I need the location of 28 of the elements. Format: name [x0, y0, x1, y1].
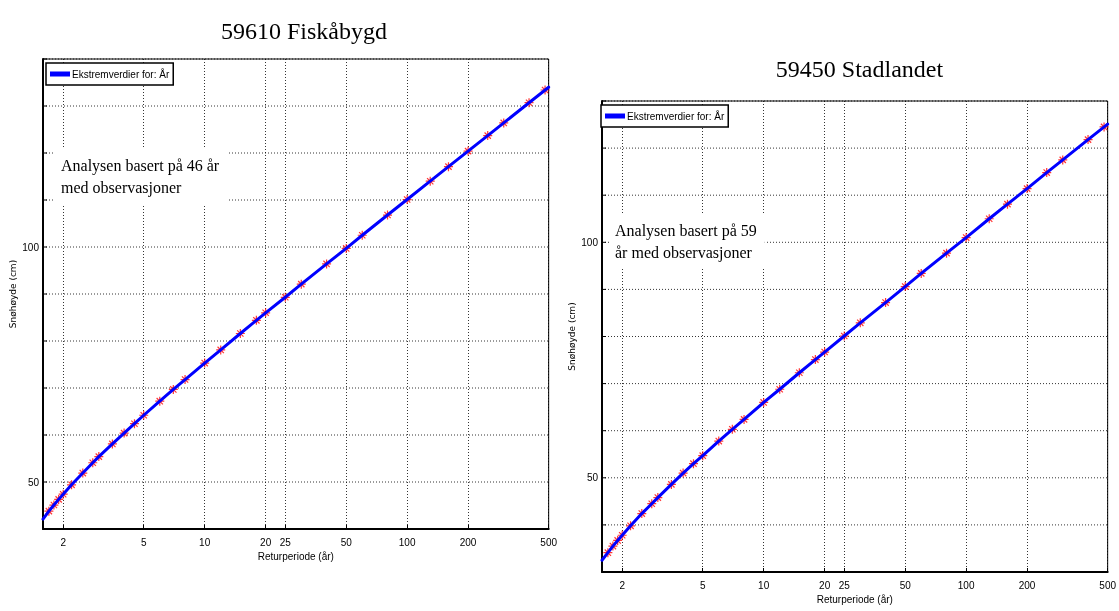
- annotation: Analysen basert på 59 år med observasjoner: [615, 221, 757, 262]
- x-tick-label: 500: [1099, 579, 1117, 591]
- x-tick-label: 50: [899, 579, 912, 591]
- legend-label: Ekstremverdier for: År: [72, 67, 170, 80]
- x-tick-label: 20: [819, 579, 831, 591]
- x-tick-label: 2: [60, 536, 67, 548]
- x-tick-label: 500: [540, 536, 558, 548]
- legend-label: Ekstremverdier for: År: [627, 109, 725, 122]
- x-tick-label: 200: [1018, 579, 1036, 591]
- x-tick-label: 2: [619, 579, 626, 591]
- chart-title: 59610 Fiskåbygd: [220, 18, 388, 44]
- x-tick-label: 50: [340, 536, 353, 548]
- x-tick-label: 5: [140, 536, 147, 548]
- x-tick-label: 100: [957, 579, 975, 591]
- x-axis-title: Returperiode (år): [816, 594, 893, 606]
- x-tick-label: 10: [758, 579, 770, 591]
- x-tick-label: 25: [279, 536, 292, 548]
- x-tick-label: 25: [838, 579, 851, 591]
- y-axis-title: Snøhøyde (cm): [566, 302, 577, 371]
- x-tick-label: 20: [260, 536, 272, 548]
- x-tick-label: 200: [459, 536, 477, 548]
- x-tick-label: 10: [199, 536, 211, 548]
- x-tick-label: 5: [699, 579, 706, 591]
- x-axis-title: Returperiode (år): [257, 551, 334, 563]
- annotation: Analysen basert på 46 år med observasjoner: [61, 156, 220, 197]
- y-axis-title: Snøhøyde (cm): [7, 259, 18, 329]
- x-tick-label: 100: [398, 536, 416, 548]
- chart-title: 59450 Stadlandet: [775, 56, 944, 82]
